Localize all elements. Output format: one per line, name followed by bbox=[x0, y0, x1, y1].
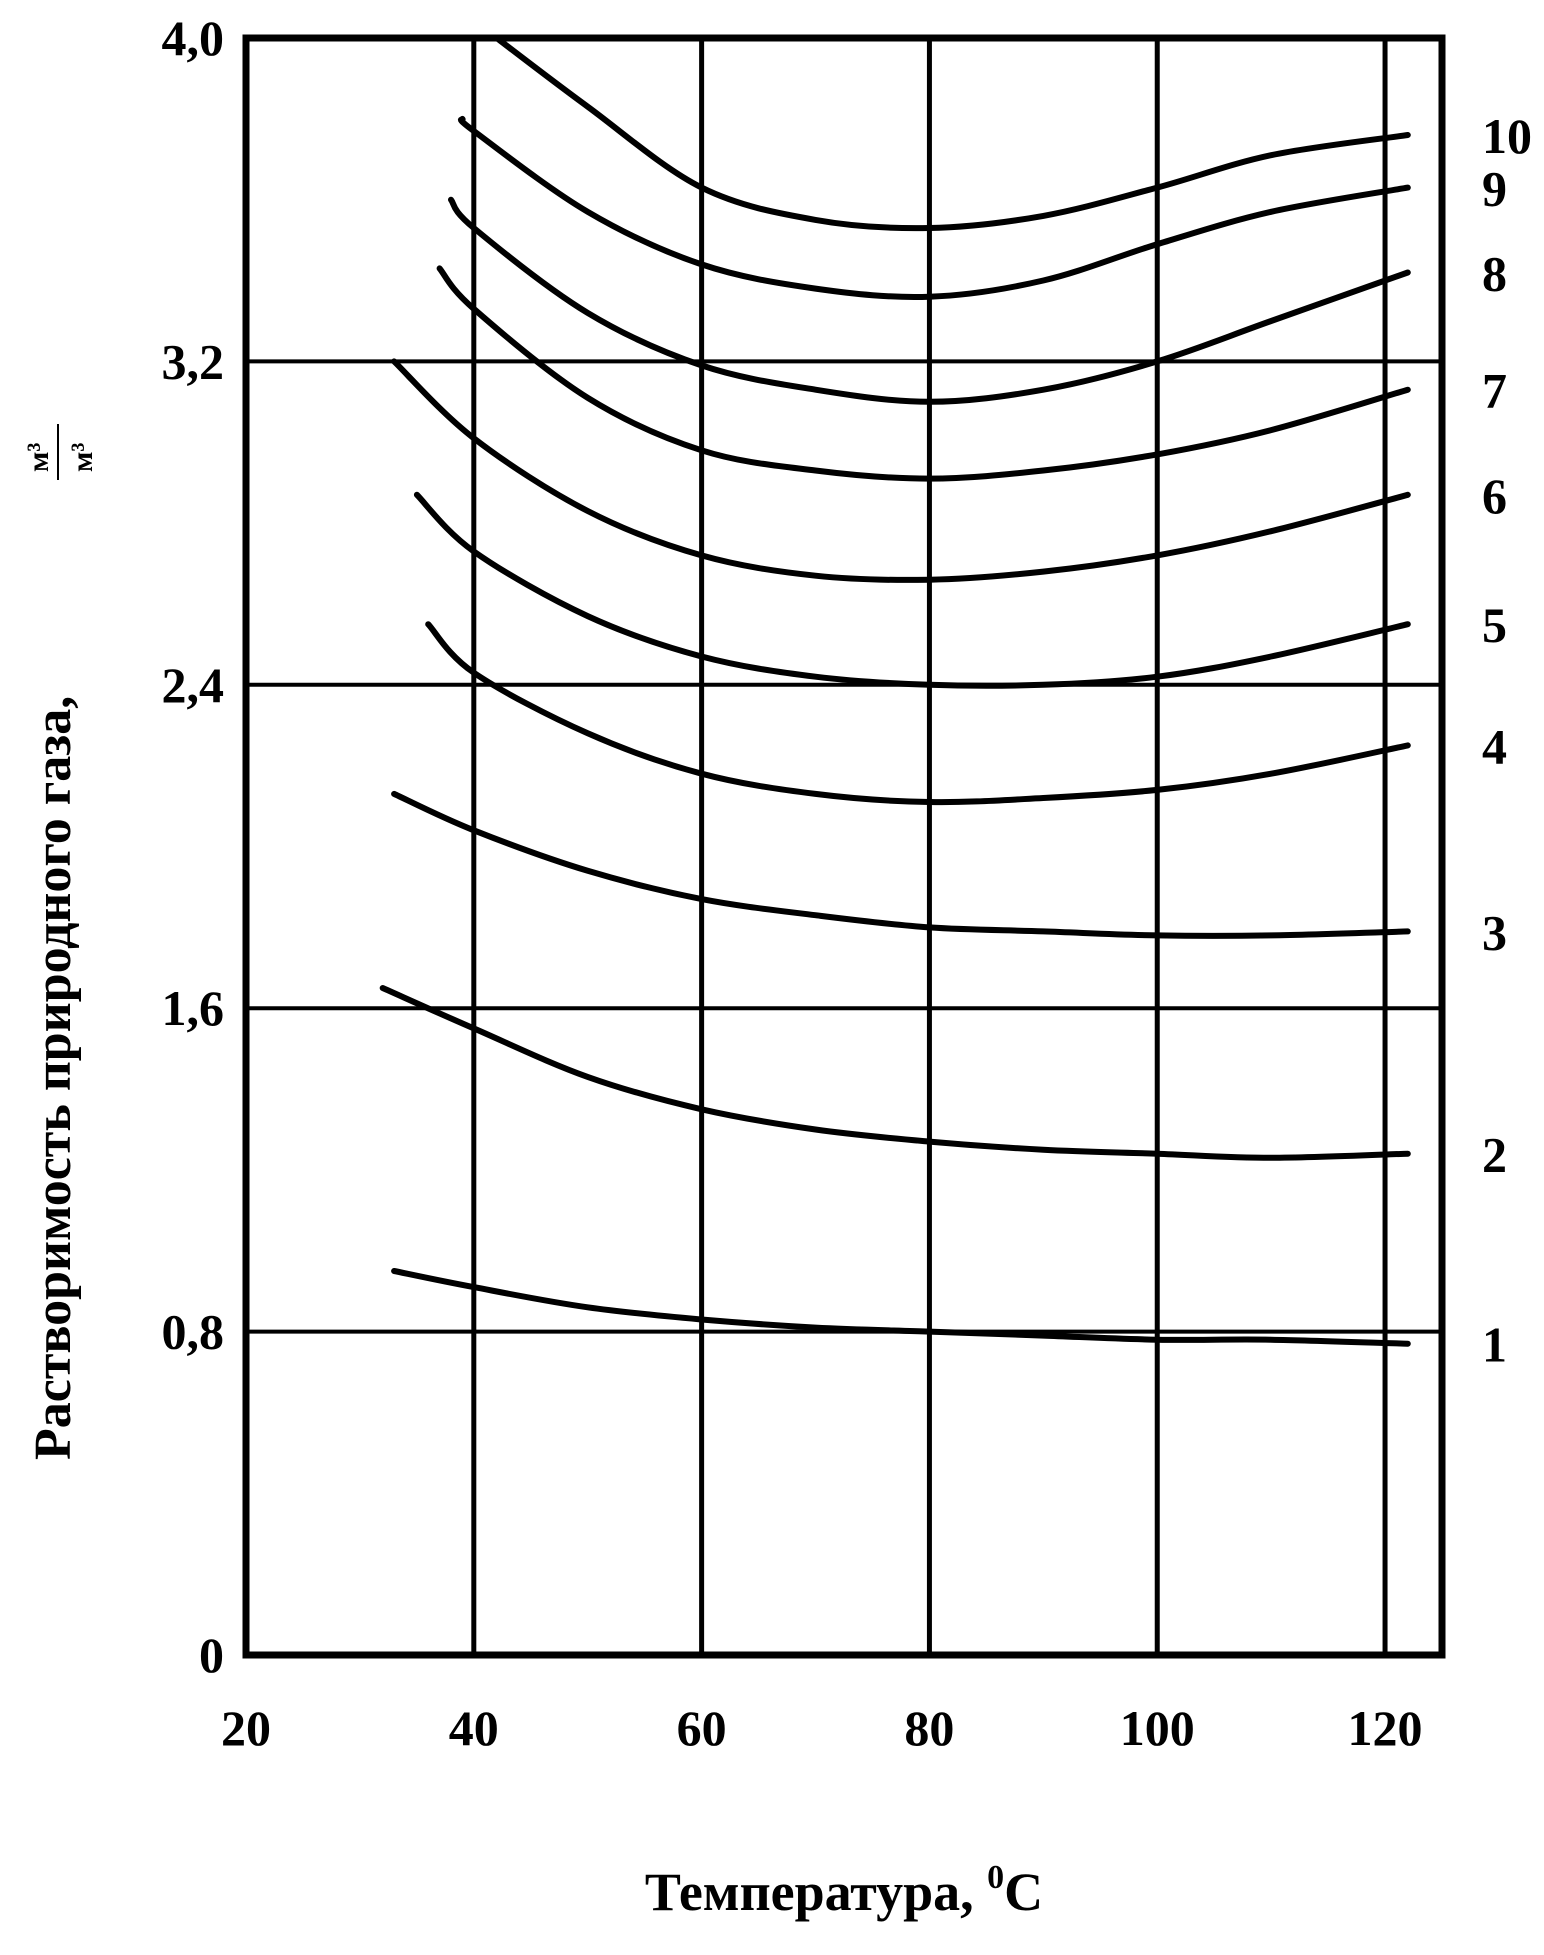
x-tick-label: 80 bbox=[904, 1700, 954, 1756]
series-label-5: 5 bbox=[1482, 597, 1507, 653]
x-tick-label: 100 bbox=[1120, 1700, 1195, 1756]
series-label-8: 8 bbox=[1482, 245, 1507, 301]
y-axis-label: Растворимость природного газа, bbox=[25, 696, 82, 1460]
series-line-9 bbox=[457, 115, 1411, 300]
series-label-6: 6 bbox=[1482, 468, 1507, 524]
x-tick-label: 20 bbox=[221, 1700, 271, 1756]
series-line-6 bbox=[391, 358, 1411, 583]
series-line-4 bbox=[425, 621, 1411, 806]
series-line-1 bbox=[391, 1268, 1411, 1347]
series-label-7: 7 bbox=[1482, 363, 1507, 419]
x-axis-label-sup: 0 bbox=[987, 1859, 1004, 1896]
y-axis-label-group: Растворимость природного газа, м³ м³ bbox=[22, 424, 99, 1460]
x-tick-label: 120 bbox=[1348, 1700, 1423, 1756]
series-line-8 bbox=[448, 196, 1411, 405]
tick-layer: 20 40 60 80 100 120 0 0,8 1,6 2,4 3,2 4,0 bbox=[162, 10, 1423, 1756]
series-line-3 bbox=[391, 790, 1411, 939]
series-line-10 bbox=[493, 35, 1411, 232]
series-label-9: 9 bbox=[1482, 161, 1507, 217]
series-line-7 bbox=[436, 265, 1411, 482]
x-axis-label: Температура, 0C bbox=[645, 1859, 1043, 1922]
series-label-4: 4 bbox=[1482, 718, 1507, 774]
series-label-2: 2 bbox=[1482, 1127, 1507, 1183]
y-tick-label: 4,0 bbox=[162, 10, 225, 66]
y-axis-unit-numerator: м³ bbox=[22, 443, 55, 472]
y-tick-label: 1,6 bbox=[162, 980, 225, 1036]
series-label-1: 1 bbox=[1482, 1317, 1507, 1373]
series-label-3: 3 bbox=[1482, 904, 1507, 960]
x-tick-label: 40 bbox=[449, 1700, 499, 1756]
y-tick-label: 0,8 bbox=[162, 1304, 225, 1360]
y-tick-label: 3,2 bbox=[162, 333, 225, 389]
x-axis-label-unit: C bbox=[1004, 1862, 1043, 1922]
x-tick-label: 60 bbox=[677, 1700, 727, 1756]
series-line-2 bbox=[379, 985, 1411, 1161]
y-axis-unit-denominator: м³ bbox=[66, 443, 99, 472]
x-axis-label-text: Температура, bbox=[645, 1862, 987, 1922]
y-tick-label: 2,4 bbox=[162, 657, 225, 713]
series-line-5 bbox=[413, 491, 1411, 689]
y-tick-label: 0 bbox=[199, 1627, 224, 1683]
grid-layer bbox=[246, 38, 1442, 1655]
frame-layer bbox=[242, 34, 1446, 1659]
plot-frame bbox=[242, 34, 1446, 1659]
series-layer bbox=[379, 35, 1411, 1347]
series-label-10: 10 bbox=[1482, 108, 1532, 164]
